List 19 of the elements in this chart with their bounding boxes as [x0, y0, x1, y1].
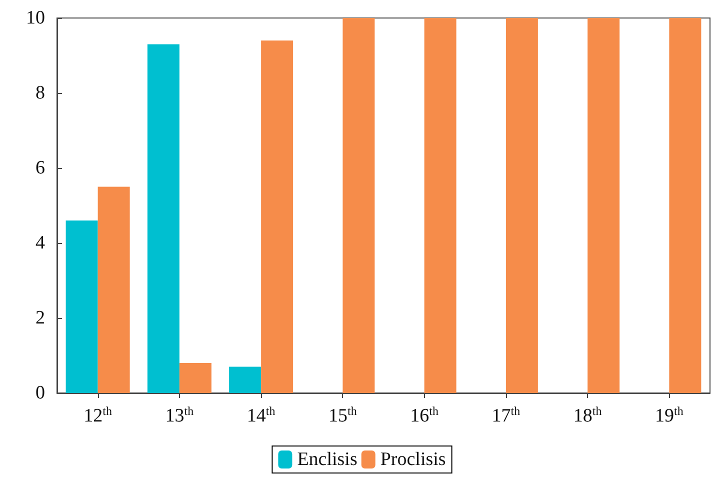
legend-label: Proclisis	[380, 449, 446, 470]
y-tick-label: 4	[36, 232, 46, 254]
bar	[179, 363, 212, 393]
y-tick-label: 8	[36, 82, 45, 104]
bar	[669, 18, 702, 393]
bar	[66, 220, 98, 393]
bar	[229, 366, 262, 393]
legend-label: Enclisis	[297, 449, 358, 470]
y-tick-label: 0	[36, 382, 45, 404]
bar	[506, 18, 538, 393]
bar	[342, 18, 375, 393]
bar	[147, 44, 180, 393]
bar	[261, 40, 294, 393]
bar	[588, 18, 620, 393]
bar	[98, 186, 130, 393]
y-tick-label: 6	[36, 158, 45, 178]
y-tick-label: 10	[26, 8, 45, 28]
y-tick-label: 2	[36, 308, 45, 328]
bar	[424, 18, 456, 393]
